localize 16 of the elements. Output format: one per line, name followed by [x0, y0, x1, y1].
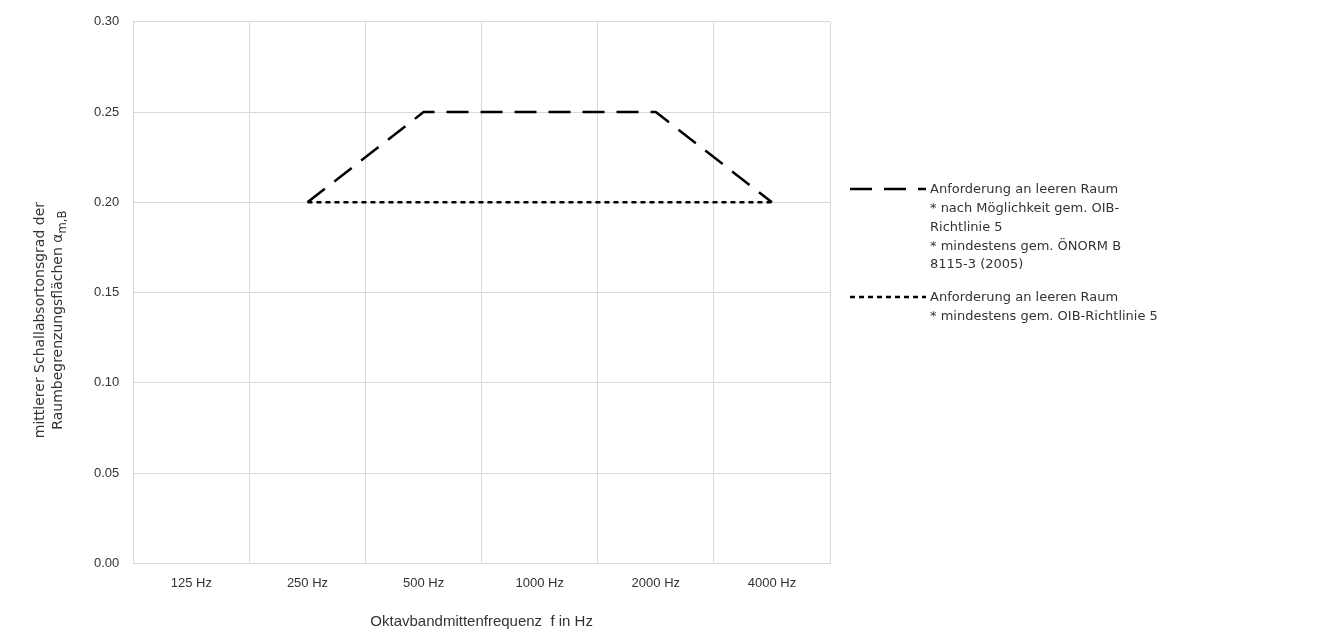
x-tick-label: 500 Hz: [402, 574, 445, 590]
y-tick-label: 0.25: [93, 103, 120, 119]
x-tick-label: 1000 Hz: [515, 574, 564, 590]
x-tick-label: 4000 Hz: [747, 574, 797, 590]
x-tick-label: 125 Hz: [170, 574, 212, 590]
text: Anforderung an leeren Raum * nach Möglichkeit gem. OIB-Richtlinie 5 * mindestens gem. ÖNORM B 8115-3 (2005): [930, 180, 1123, 274]
x-tick-label: 250 Hz: [286, 574, 329, 590]
y-tick-label: 0.15: [93, 284, 120, 300]
y-tick-label: 0.20: [93, 193, 120, 209]
y-tick-label: 0.10: [93, 374, 120, 390]
y-tick-label: 0.05: [93, 464, 120, 480]
y-tick-label: 0.30: [93, 13, 120, 29]
x-axis-title: Oktavbandmittenfrequenz f in Hz: [370, 612, 593, 630]
text: Anforderung an leeren Raum * mindestens gem. OIB-Richtlinie 5: [930, 288, 1158, 326]
x-tick-label: 2000 Hz: [631, 574, 681, 590]
y-tick-label: 0.00: [93, 554, 120, 570]
